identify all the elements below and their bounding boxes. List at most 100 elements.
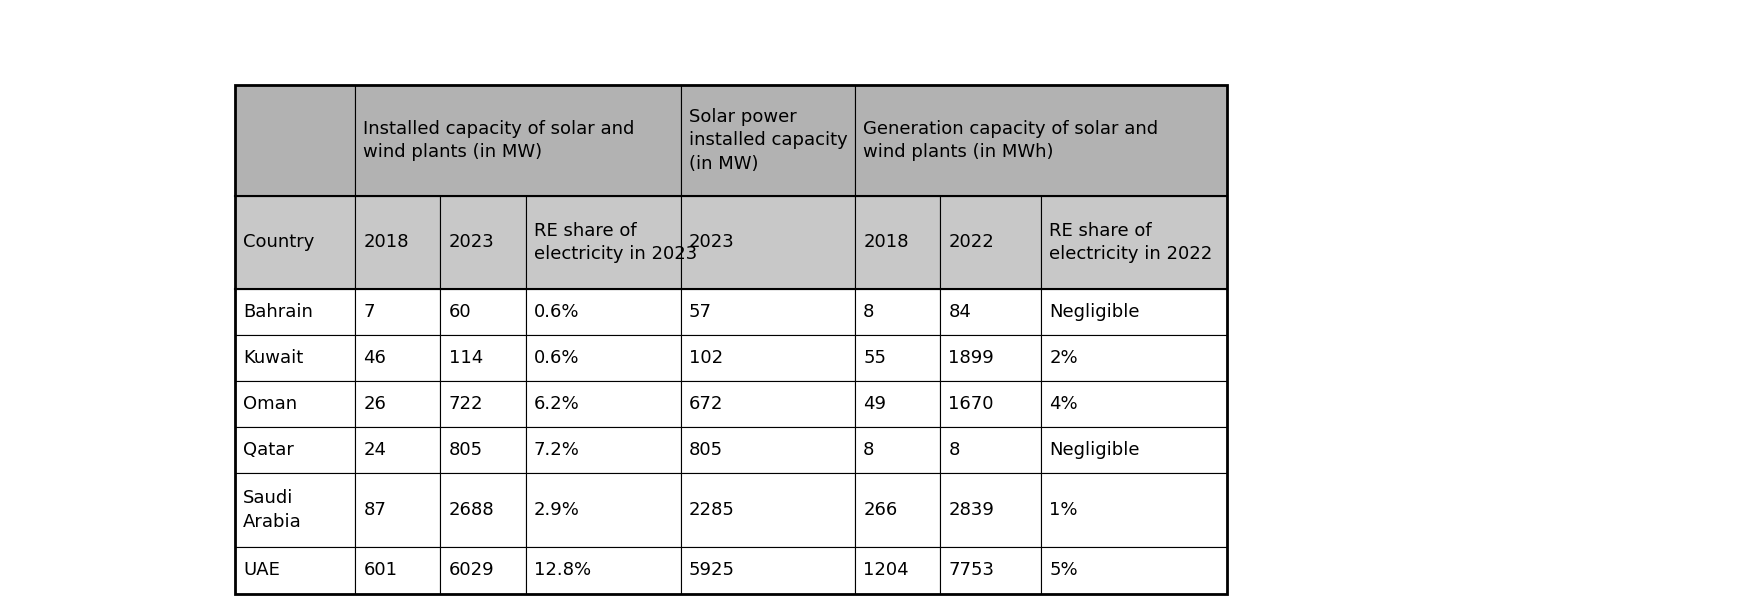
Text: 805: 805 [689,441,724,459]
Bar [1041,196,1228,288]
Bar [441,473,525,547]
Text: 672: 672 [689,395,724,413]
Text: 2.9%: 2.9% [534,501,579,519]
Text: Qatar: Qatar [242,441,295,459]
Text: 46: 46 [363,349,385,367]
Bar [1041,381,1228,427]
Text: UAE: UAE [242,562,281,580]
Text: 601: 601 [363,562,398,580]
Text: 1670: 1670 [949,395,994,413]
Text: 266: 266 [863,501,898,519]
Text: 6029: 6029 [448,562,494,580]
Bar [1041,288,1228,335]
Bar [1041,427,1228,473]
Text: 5%: 5% [1050,562,1078,580]
Text: 4%: 4% [1050,395,1078,413]
Bar [680,84,855,196]
Text: 8: 8 [949,441,959,459]
Text: RE share of
electricity in 2022: RE share of electricity in 2022 [1050,222,1212,263]
Bar [525,288,680,335]
Text: Country: Country [242,234,314,252]
Bar [235,84,356,196]
Bar [525,381,680,427]
Bar [356,547,441,594]
Bar [680,473,855,547]
Bar [855,288,940,335]
Text: 49: 49 [863,395,886,413]
Bar [235,196,356,288]
Text: 2018: 2018 [863,234,909,252]
Bar [441,335,525,381]
Bar [235,288,356,335]
Bar [940,473,1041,547]
Text: Solar power
installed capacity
(in MW): Solar power installed capacity (in MW) [689,108,848,173]
Bar [356,84,680,196]
Bar [680,427,855,473]
Text: Negligible: Negligible [1050,441,1139,459]
Text: RE share of
electricity in 2023: RE share of electricity in 2023 [534,222,698,263]
Text: 8: 8 [863,303,874,321]
Text: 2%: 2% [1050,349,1078,367]
Bar [940,288,1041,335]
Bar [356,427,441,473]
Text: 57: 57 [689,303,712,321]
Bar [235,547,356,594]
Bar [855,427,940,473]
Bar [680,335,855,381]
Bar [1041,335,1228,381]
Bar [441,288,525,335]
Bar [235,473,356,547]
Text: 6.2%: 6.2% [534,395,579,413]
Bar [525,196,680,288]
Text: 7753: 7753 [949,562,994,580]
Text: 1204: 1204 [863,562,909,580]
Text: 7: 7 [363,303,375,321]
Bar [855,84,1228,196]
Text: 24: 24 [363,441,385,459]
Text: 12.8%: 12.8% [534,562,591,580]
Text: Generation capacity of solar and
wind plants (in MWh): Generation capacity of solar and wind pl… [863,120,1158,161]
Bar [525,547,680,594]
Bar [356,381,441,427]
Text: Saudi
Arabia: Saudi Arabia [242,489,302,531]
Text: 805: 805 [448,441,483,459]
Text: 7.2%: 7.2% [534,441,579,459]
Text: Oman: Oman [242,395,296,413]
Bar [1041,473,1228,547]
Bar [525,335,680,381]
Text: 114: 114 [448,349,483,367]
Bar [356,335,441,381]
Text: 2023: 2023 [689,234,734,252]
Bar [441,427,525,473]
Text: 2018: 2018 [363,234,408,252]
Bar [855,335,940,381]
Bar [356,473,441,547]
Bar [441,547,525,594]
Bar [356,288,441,335]
Bar [441,381,525,427]
Bar [680,288,855,335]
Text: 26: 26 [363,395,385,413]
Text: 2023: 2023 [448,234,494,252]
Bar [940,427,1041,473]
Text: 2688: 2688 [448,501,494,519]
Bar [356,196,441,288]
Text: Negligible: Negligible [1050,303,1139,321]
Bar [940,547,1041,594]
Bar [940,196,1041,288]
Bar [855,547,940,594]
Bar [525,427,680,473]
Text: 60: 60 [448,303,471,321]
Text: 102: 102 [689,349,724,367]
Bar [940,335,1041,381]
Bar [940,381,1041,427]
Text: 84: 84 [949,303,971,321]
Text: 0.6%: 0.6% [534,303,579,321]
Bar [235,381,356,427]
Bar [525,473,680,547]
Bar [680,196,855,288]
Text: 0.6%: 0.6% [534,349,579,367]
Text: 722: 722 [448,395,483,413]
Bar [680,381,855,427]
Bar [855,473,940,547]
